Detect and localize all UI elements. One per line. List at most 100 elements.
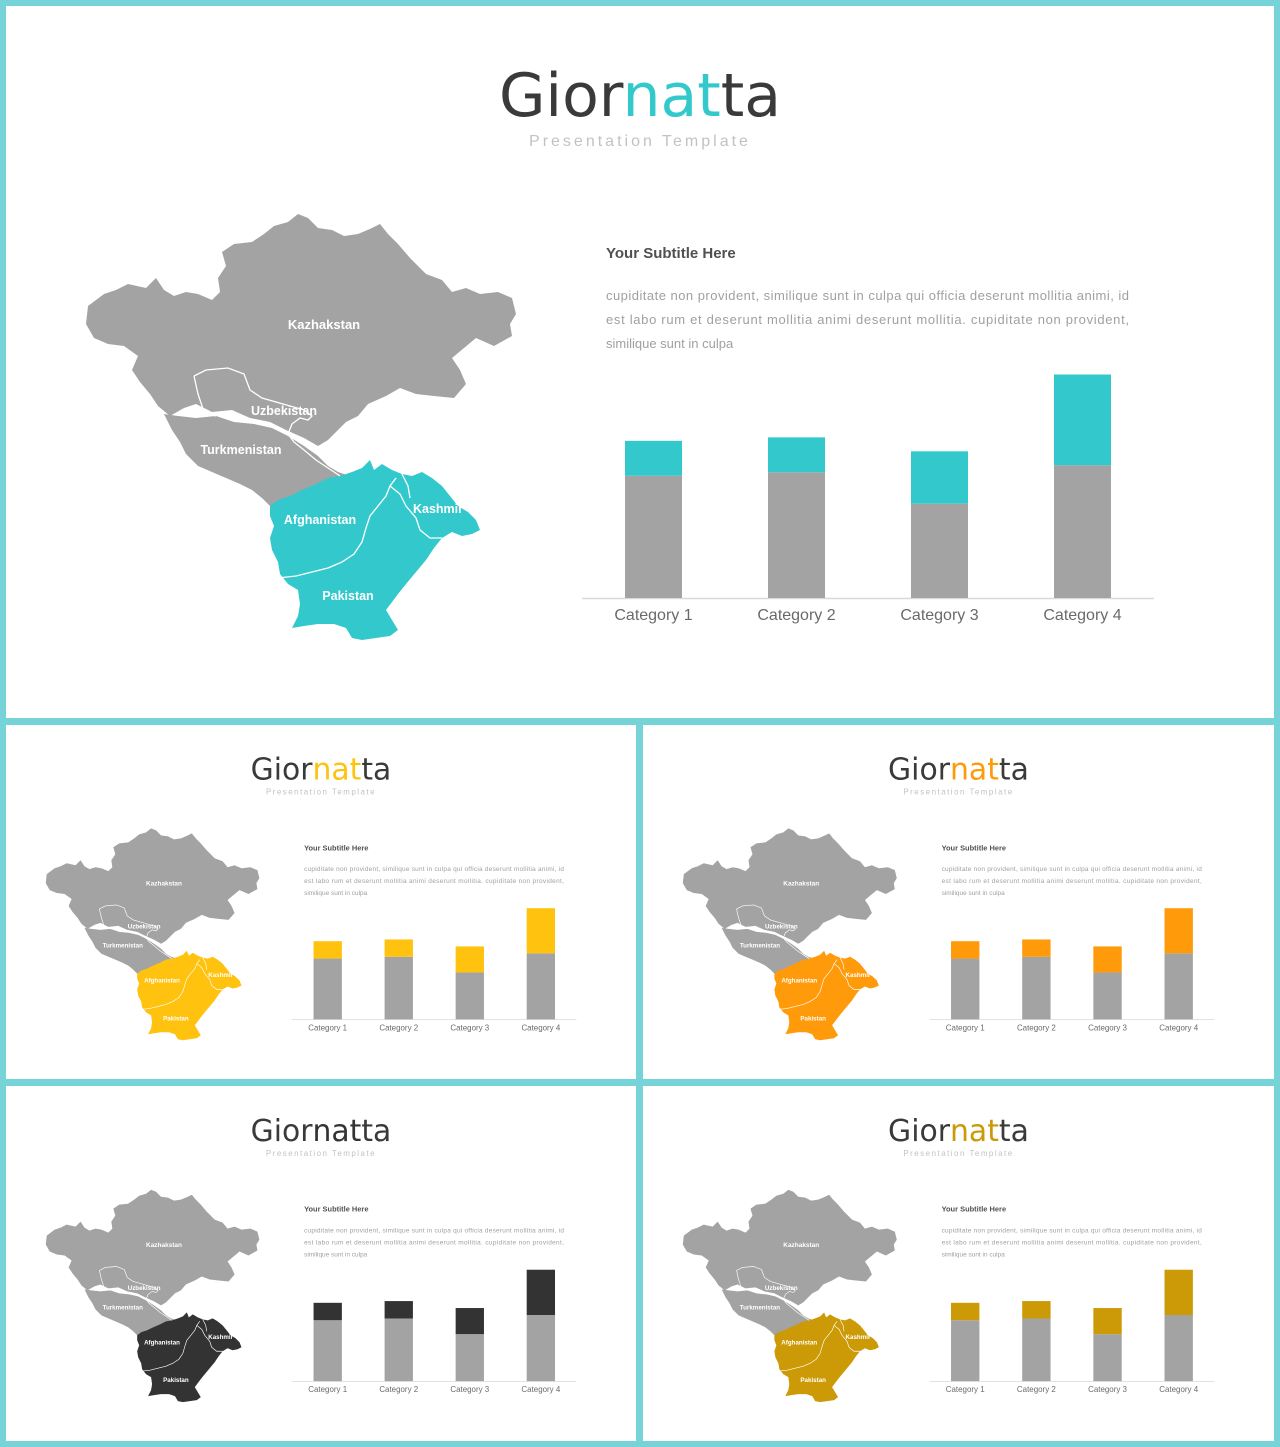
slide-thumbnail-dark[interactable]: Giornatta Presentation Template Kazhakstan… <box>6 1086 636 1441</box>
bar-segment <box>384 1318 413 1382</box>
map-label-pakistan: Pakistan <box>800 1015 826 1022</box>
map-label-pakistan: Pakistan <box>163 1377 189 1384</box>
bar-segment <box>313 941 342 959</box>
map-region-uzbekistan-turkmenistan <box>84 927 183 974</box>
bar-segment <box>455 946 484 973</box>
map-region-afghanistan-pakistan-kashmir <box>270 460 480 640</box>
map-label-turkmenistan: Turkmenistan <box>103 1304 143 1311</box>
map-label-turkmenistan: Turkmenistan <box>740 943 780 950</box>
category-label: Category 4 <box>1159 1023 1198 1032</box>
map-border-line <box>736 904 810 959</box>
content-body-line: similique sunt in culpa <box>942 890 1006 897</box>
content-body-line: similique sunt in culpa <box>304 890 368 897</box>
map-border-line <box>389 485 442 539</box>
bar-segment <box>1093 972 1122 1020</box>
map-label-pakistan: Pakistan <box>163 1015 189 1022</box>
region-map: Kazhakstan Uzbekistan Turkmenistan Afghanis… <box>86 214 516 640</box>
title-part-post: ta <box>721 61 781 131</box>
bar-segment <box>526 953 556 1020</box>
map-label-afghanistan: Afghanistan <box>781 1339 817 1346</box>
title-part-pre: Gior <box>251 1114 314 1149</box>
region-map: Kazhakstan Uzbekistan Turkmenistan Afghanis… <box>45 1189 260 1403</box>
content-body-line: est labo rum et deserunt mollitia animi … <box>304 878 564 885</box>
slide-main[interactable]: Giornatta Presentation Template Kazhakstan… <box>6 6 1274 718</box>
map-label-kazakhstan: Kazhakstan <box>146 1242 182 1249</box>
map-label-kashmir: Kashmir <box>208 1334 233 1341</box>
map-label-turkmenistan: Turkmenistan <box>200 443 281 457</box>
bar-segment <box>768 472 825 598</box>
slide-title: Giornatta <box>888 1114 1029 1149</box>
stacked-bar-chart: Category 1 Category 2 Category 3 Category 4 <box>929 908 1215 1032</box>
bar-segment <box>455 1308 484 1335</box>
map-border-line <box>778 959 838 1010</box>
map-label-kazakhstan: Kazhakstan <box>146 881 182 888</box>
map-border-line <box>833 963 860 990</box>
map-border-line <box>401 473 411 499</box>
map-region-afghanistan-pakistan-kashmir <box>137 1312 242 1403</box>
category-label: Category 1 <box>946 1023 985 1032</box>
map-border-line <box>202 957 208 970</box>
map-border-line <box>99 908 111 930</box>
map-region-afghanistan-pakistan-kashmir <box>137 950 242 1041</box>
content-body-line: est labo rum et deserunt mollitia animi … <box>942 1240 1202 1247</box>
map-border-line <box>141 1321 201 1372</box>
bar-segment <box>768 437 825 473</box>
bar-segment <box>1164 1315 1193 1382</box>
slide-tagline: Presentation Template <box>903 788 1013 797</box>
title-part-pre: Gior <box>251 753 314 788</box>
title-part-post: ta <box>999 1114 1029 1149</box>
slide-thumbnail-orange[interactable]: Giornatta Presentation Template Kazhakstan… <box>643 725 1274 1079</box>
content-body-line: est labo rum et deserunt mollitia animi … <box>304 1240 564 1247</box>
content-subtitle: Your Subtitle Here <box>304 843 368 852</box>
map-label-afghanistan: Afghanistan <box>144 1339 180 1346</box>
map-region-uzbekistan-turkmenistan <box>164 414 362 506</box>
map-label-uzbekistan: Uzbekistan <box>765 1285 798 1292</box>
bar-segment <box>1054 374 1111 466</box>
map-border-line <box>736 1266 810 1321</box>
category-label: Category 2 <box>1017 1385 1056 1394</box>
map-border-line <box>839 1319 845 1332</box>
slide-title: Giornatta <box>499 61 781 131</box>
slide-thumbnail-gold[interactable]: Giornatta Presentation Template Kazhakstan… <box>643 1086 1274 1441</box>
title-part-pre: Gior <box>888 1114 951 1149</box>
map-region-uzbekistan-turkmenistan <box>84 1289 183 1336</box>
content-body-line: cupiditate non provident, similique sunt… <box>304 1228 564 1235</box>
slide-thumbnail-yellow[interactable]: Giornatta Presentation Template Kazhakstan… <box>6 725 636 1079</box>
region-map: Kazhakstan Uzbekistan Turkmenistan Afghanis… <box>682 1189 897 1403</box>
category-label: Category 4 <box>521 1023 560 1032</box>
stacked-bar-chart: Category 1 Category 2 Category 3 Category 4 <box>582 374 1154 624</box>
map-region-kazakhstan <box>86 214 516 446</box>
bar-segment <box>625 475 682 598</box>
content-subtitle: Your Subtitle Here <box>942 1205 1007 1214</box>
map-border-line <box>833 1325 860 1352</box>
map-border-line <box>839 957 845 970</box>
map-label-kashmir: Kashmir <box>413 502 463 516</box>
bar-segment <box>1022 1301 1051 1319</box>
content-subtitle: Your Subtitle Here <box>942 843 1006 852</box>
category-label: Category 2 <box>757 607 835 624</box>
title-part-pre: Gior <box>499 61 624 131</box>
slide-tagline: Presentation Template <box>266 1149 376 1158</box>
content-body-line: similique sunt in culpa <box>606 336 734 351</box>
map-label-uzbekistan: Uzbekistan <box>251 404 317 418</box>
bar-segment <box>526 1269 556 1316</box>
map-border-line <box>141 959 201 1010</box>
map-label-turkmenistan: Turkmenistan <box>103 943 143 950</box>
map-border-line <box>99 1270 111 1291</box>
bar-segment <box>1164 908 1193 954</box>
map-region-kazakhstan <box>45 828 260 944</box>
bar-segment <box>1164 1269 1193 1316</box>
region-map: Kazhakstan Uzbekistan Turkmenistan Afghanis… <box>682 828 897 1041</box>
bar-segment <box>1022 956 1051 1020</box>
bar-segment <box>1022 1318 1051 1382</box>
category-label: Category 3 <box>900 607 978 624</box>
content-body-line: cupiditate non provident, similique sunt… <box>606 288 1129 303</box>
bar-segment <box>1054 465 1111 598</box>
map-border-line <box>196 963 223 990</box>
category-label: Category 2 <box>379 1385 418 1394</box>
map-label-pakistan: Pakistan <box>800 1377 826 1384</box>
bar-segment <box>1093 1308 1122 1335</box>
bar-segment <box>1093 1334 1122 1382</box>
